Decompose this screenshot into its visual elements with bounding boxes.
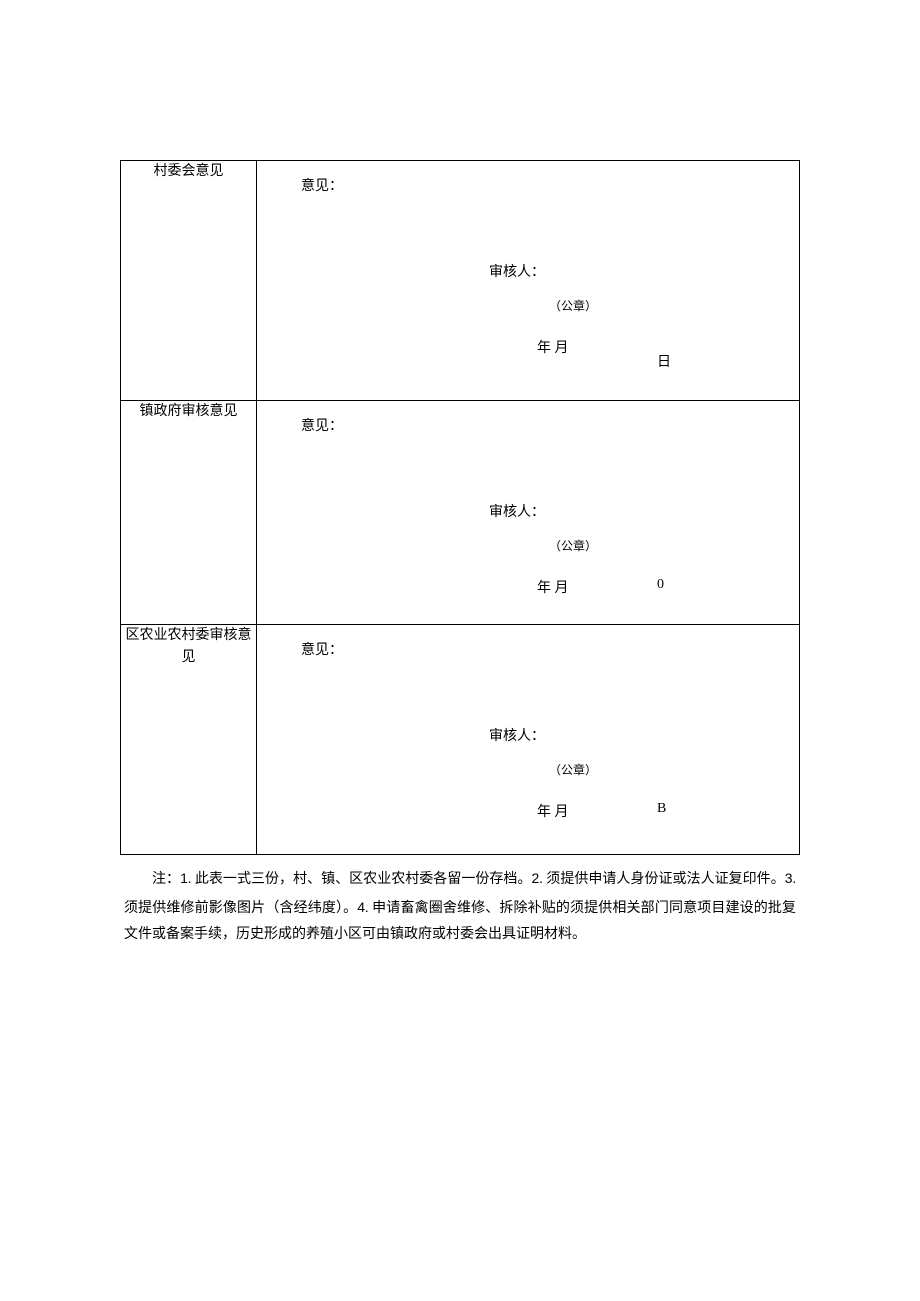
note-text-2: . 须提供申请人身份证或法人证复印件。	[539, 872, 784, 887]
notes-paragraph: 注：1. 此表一式三份，村、镇、区农业农村委各留一份存档。2. 须提供申请人身份…	[120, 865, 800, 949]
date-suffix: 日	[657, 351, 671, 371]
row-village-committee: 村委会意见 意见： 审核人： （公章） 年 月 日	[121, 161, 800, 401]
date-row: 年 月 B	[257, 801, 799, 845]
date-suffix: B	[657, 801, 666, 817]
approval-table: 村委会意见 意见： 审核人： （公章） 年 月 日 镇政府审核意见 意见： 审核…	[120, 160, 800, 855]
opinion-label: 意见：	[257, 401, 799, 501]
date-row: 年 月 0	[257, 577, 799, 621]
date-suffix: 0	[657, 577, 664, 593]
date-label: 年 月	[537, 341, 569, 356]
content-town-government: 意见： 审核人： （公章） 年 月 0	[257, 401, 800, 625]
opinion-label: 意见：	[257, 161, 799, 261]
label-town-government: 镇政府审核意见	[121, 401, 257, 625]
date-label: 年 月	[537, 581, 569, 596]
opinion-label: 意见：	[257, 625, 799, 725]
note-num-1: 1	[180, 870, 188, 886]
seal-label: （公章）	[257, 297, 799, 337]
label-district-committee: 区农业农村委审核意见	[121, 625, 257, 855]
content-village-committee: 意见： 审核人： （公章） 年 月 日	[257, 161, 800, 401]
seal-label: （公章）	[257, 761, 799, 801]
content-district-committee: 意见： 审核人： （公章） 年 月 B	[257, 625, 800, 855]
note-num-3: 3	[785, 870, 793, 886]
reviewer-label: 审核人：	[257, 261, 799, 297]
reviewer-label: 审核人：	[257, 501, 799, 537]
row-district-committee: 区农业农村委审核意见 意见： 审核人： （公章） 年 月 B	[121, 625, 800, 855]
note-num-4: 4	[357, 899, 365, 915]
date-row: 年 月 日	[257, 337, 799, 381]
notes-prefix: 注：	[152, 872, 180, 887]
date-label: 年 月	[537, 805, 569, 820]
reviewer-label: 审核人：	[257, 725, 799, 761]
seal-label: （公章）	[257, 537, 799, 577]
label-village-committee: 村委会意见	[121, 161, 257, 401]
row-town-government: 镇政府审核意见 意见： 审核人： （公章） 年 月 0	[121, 401, 800, 625]
note-text-1: . 此表一式三份，村、镇、区农业农村委各留一份存档。	[188, 872, 532, 887]
